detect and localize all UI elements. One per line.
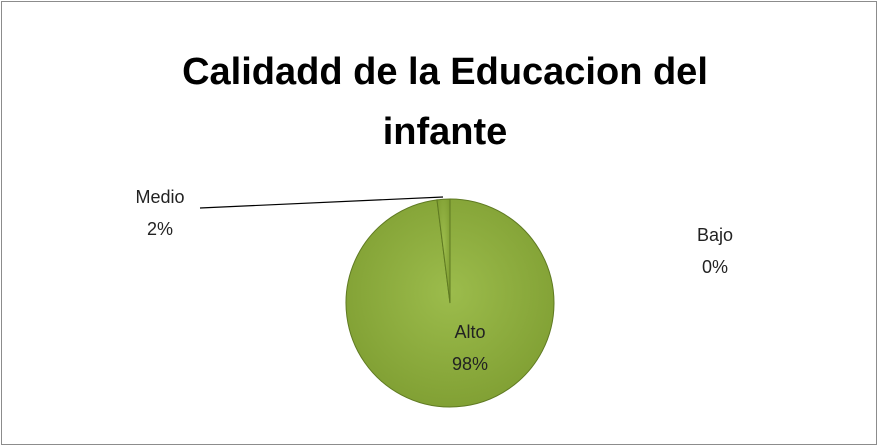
slice-value-label: 0% [702, 257, 728, 277]
slice-value-label: 98% [452, 354, 488, 374]
slice-label: Bajo [697, 225, 733, 245]
chart-title: Calidadd de la Educacion del infante [182, 51, 708, 153]
leader-line [199, 196, 444, 209]
slice-value-label: 2% [147, 219, 173, 239]
slice-label: Alto [454, 322, 485, 342]
slice-label: Medio [135, 187, 184, 207]
